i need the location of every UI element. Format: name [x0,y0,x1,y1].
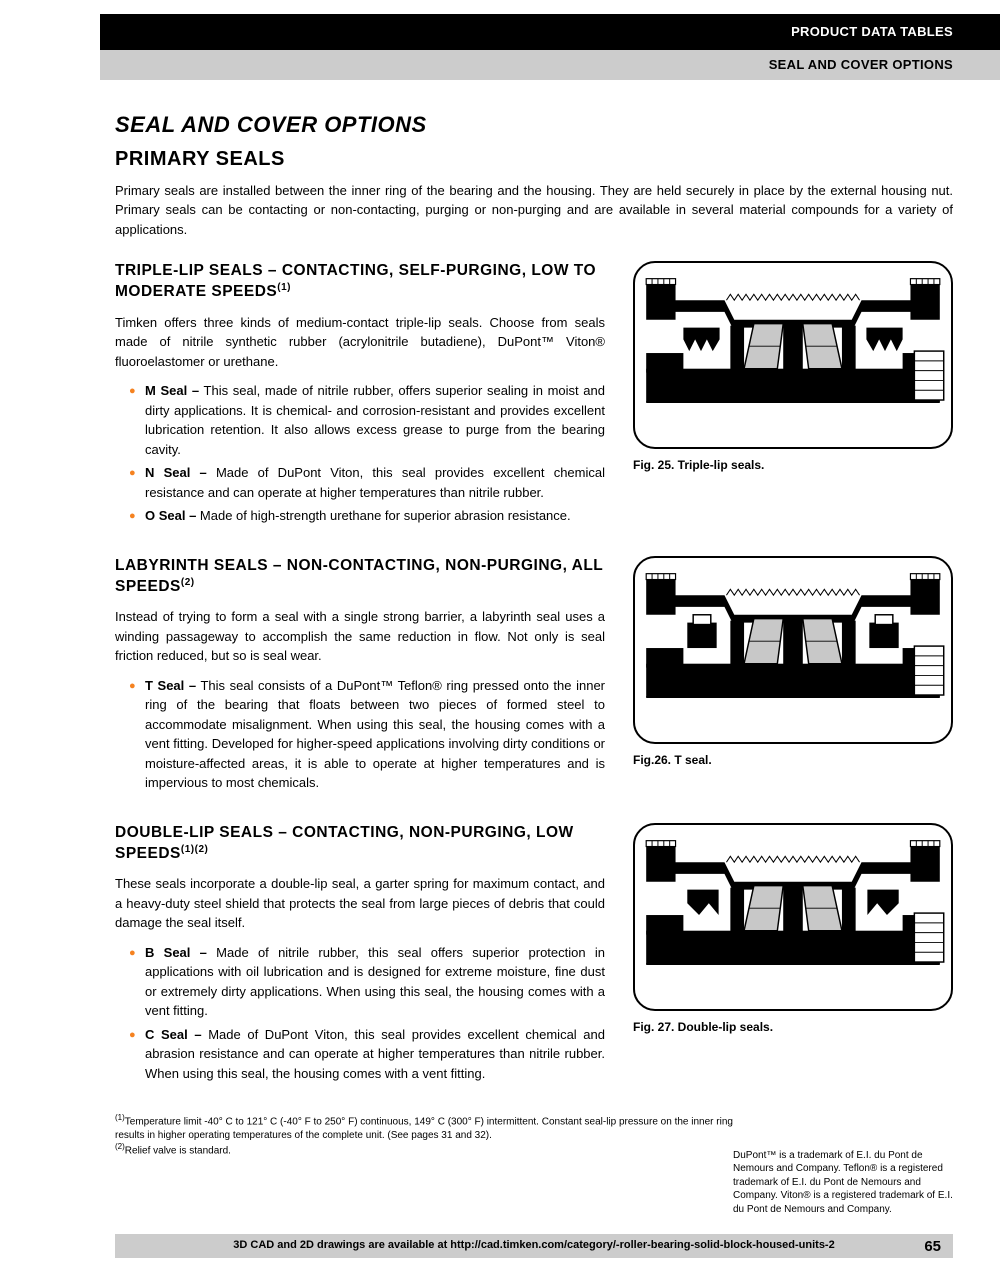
page-content: SEAL AND COVER OPTIONS PRIMARY SEALS Pri… [115,110,953,1158]
footer-text: 3D CAD and 2D drawings are available at … [233,1238,834,1253]
section-body: Instead of trying to form a seal with a … [115,607,605,666]
list-item: T Seal – This seal consists of a DuPont™… [129,676,605,793]
main-title: SEAL AND COVER OPTIONS [115,110,953,141]
figure-diagram [633,823,953,1011]
list-item: O Seal – Made of high-strength urethane … [129,506,605,526]
header-black-text: PRODUCT DATA TABLES [791,23,953,41]
figure-caption: Fig. 27. Double-lip seals. [633,1019,953,1036]
trademark-note: DuPont™ is a trademark of E.I. du Pont d… [733,1149,953,1217]
figure-diagram [633,556,953,744]
figure-caption: Fig.26. T seal. [633,752,953,769]
list-item: N Seal – Made of DuPont Viton, this seal… [129,463,605,502]
section-heading: DOUBLE-LIP SEALS – CONTACTING, NON-PURGI… [115,823,605,864]
page-number: 65 [924,1236,941,1257]
subtitle: PRIMARY SEALS [115,145,953,173]
figure-diagram [633,261,953,449]
header-gray-bar: SEAL AND COVER OPTIONS [100,50,1000,80]
footer-bar: 3D CAD and 2D drawings are available at … [115,1234,953,1258]
list-item: C Seal – Made of DuPont Viton, this seal… [129,1025,605,1084]
section-body: These seals incorporate a double-lip sea… [115,874,605,933]
section: DOUBLE-LIP SEALS – CONTACTING, NON-PURGI… [115,823,953,1087]
section-heading: TRIPLE-LIP SEALS – CONTACTING, SELF-PURG… [115,261,605,302]
header-gray-text: SEAL AND COVER OPTIONS [769,56,953,74]
figure-caption: Fig. 25. Triple-lip seals. [633,457,953,474]
section-heading: LABYRINTH SEALS – NON-CONTACTING, NON-PU… [115,556,605,597]
footnotes: (1)Temperature limit -40° C to 121° C (-… [115,1113,735,1158]
intro-text: Primary seals are installed between the … [115,181,953,240]
list-item: B Seal – Made of nitrile rubber, this se… [129,943,605,1021]
list-item: M Seal – This seal, made of nitrile rubb… [129,381,605,459]
section-body: Timken offers three kinds of medium-cont… [115,313,605,372]
section: TRIPLE-LIP SEALS – CONTACTING, SELF-PURG… [115,261,953,529]
section: LABYRINTH SEALS – NON-CONTACTING, NON-PU… [115,556,953,797]
header-black-bar: PRODUCT DATA TABLES [100,14,1000,50]
